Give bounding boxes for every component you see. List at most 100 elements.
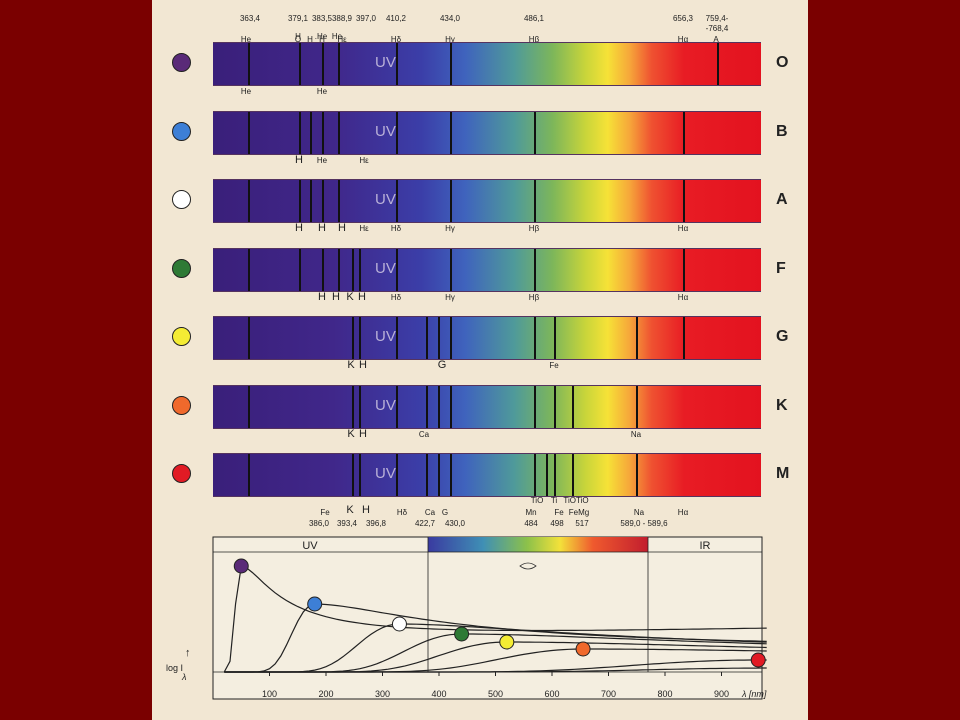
- absorption-line: [352, 317, 354, 359]
- bottom-label: FeMg: [568, 508, 590, 517]
- absorption-line: [572, 454, 574, 496]
- line-label: H: [295, 153, 303, 166]
- bottom-label: 396,8: [365, 519, 387, 528]
- absorption-line: [338, 111, 340, 154]
- uv-band-label: UV: [302, 540, 318, 552]
- line-label: Hα: [677, 224, 689, 233]
- absorption-line: [450, 180, 452, 222]
- spectrum-strip-M: UV: [213, 453, 761, 497]
- absorption-line: [299, 111, 301, 154]
- x-axis-ticks: 100 200 300 400 500 600 700 800 900: [262, 672, 729, 699]
- spectral-class-label: F: [776, 259, 786, 277]
- bottom-label: Hα: [677, 508, 689, 517]
- top-label: O: [294, 35, 302, 44]
- absorption-line: [534, 111, 536, 154]
- class-B-color-dot: [172, 121, 191, 141]
- absorption-line: [352, 248, 354, 291]
- bottom-label: H: [362, 504, 370, 516]
- bottom-label: 484: [524, 519, 538, 528]
- x-tick-label: 700: [601, 689, 616, 699]
- spectral-class-label: B: [776, 122, 788, 140]
- absorption-line: [438, 385, 440, 428]
- absorption-line: [248, 180, 250, 222]
- line-label: He: [316, 155, 328, 165]
- absorption-line: [299, 248, 301, 291]
- absorption-line: [683, 248, 685, 291]
- line-label: Hδ: [390, 224, 402, 233]
- line-label: H: [332, 290, 340, 303]
- top-label: H: [295, 32, 301, 41]
- top-label: Hγ: [445, 35, 455, 44]
- top-label: 486,1: [523, 14, 545, 23]
- top-label: .He: [314, 32, 328, 41]
- absorption-line: [426, 454, 428, 496]
- absorption-line: [534, 454, 536, 496]
- absorption-line: [396, 248, 398, 291]
- absorption-line: [546, 454, 548, 496]
- uv-label: UV: [375, 191, 396, 208]
- x-tick-label: 300: [375, 689, 390, 699]
- absorption-line: [338, 43, 340, 85]
- absorption-line: [299, 180, 301, 222]
- visible-band: [428, 537, 648, 552]
- spectral-class-label: G: [776, 328, 789, 345]
- bottom-label: TiO: [530, 496, 544, 505]
- curve-group: [223, 558, 767, 673]
- top-label: Hε: [337, 35, 347, 44]
- absorption-line: [248, 454, 250, 496]
- line-label: H: [358, 290, 366, 303]
- absorption-line: [322, 248, 324, 291]
- absorption-line: [248, 385, 250, 428]
- y-axis-arrow: ↑: [185, 647, 191, 659]
- spectrum-strip-F: UV: [213, 247, 761, 292]
- eye-icon: [519, 562, 537, 570]
- top-label: -768,4: [705, 24, 729, 33]
- absorption-line: [554, 454, 556, 496]
- x-tick-label: 500: [488, 689, 503, 699]
- absorption-line: [248, 248, 250, 291]
- line-label: Na: [630, 429, 642, 439]
- x-tick-label: 900: [714, 689, 729, 699]
- bottom-label: Ti: [550, 496, 558, 505]
- uv-label: UV: [375, 54, 396, 71]
- bottom-label: 498: [550, 519, 564, 528]
- x-tick-label: 400: [431, 689, 446, 699]
- x-tick-label: 800: [657, 689, 672, 699]
- line-label: Hβ: [528, 292, 540, 302]
- line-label: Ca: [418, 429, 430, 439]
- class-G-color-dot: [172, 327, 191, 346]
- absorption-line: [310, 180, 312, 222]
- top-label: 656,3: [672, 14, 694, 23]
- bottom-label: 422,7: [414, 519, 436, 528]
- curve-peak-K: [575, 641, 591, 657]
- bottom-label: TiOTiO: [563, 496, 589, 505]
- planck-curve: [223, 565, 767, 673]
- absorption-line: [299, 43, 301, 85]
- absorption-line: [450, 43, 452, 85]
- absorption-line: [572, 385, 574, 428]
- top-label: 388,9: [331, 14, 353, 23]
- class-A-color-dot: [172, 190, 191, 209]
- absorption-line: [396, 317, 398, 359]
- line-label: K: [347, 427, 355, 440]
- line-label: Hε: [359, 155, 369, 165]
- planck-curve: [224, 623, 767, 673]
- absorption-line: [322, 43, 324, 85]
- absorption-line: [683, 317, 685, 359]
- bottom-label: Na: [633, 508, 645, 517]
- absorption-line: [717, 43, 719, 85]
- absorption-line: [683, 180, 685, 222]
- absorption-line: [352, 385, 354, 428]
- spectrum-strip-K: UV: [213, 384, 761, 429]
- absorption-line: [396, 43, 398, 85]
- top-label: Hα: [677, 35, 689, 44]
- line-label: K: [347, 359, 355, 371]
- uv-label: UV: [375, 328, 396, 345]
- absorption-line: [450, 454, 452, 496]
- line-label: H: [359, 427, 367, 440]
- y-axis-label: log I: [166, 663, 183, 673]
- absorption-line: [248, 317, 250, 359]
- curve-peak-B: [307, 596, 323, 612]
- uv-label: UV: [375, 122, 396, 140]
- bottom-label: 393,4: [336, 519, 358, 528]
